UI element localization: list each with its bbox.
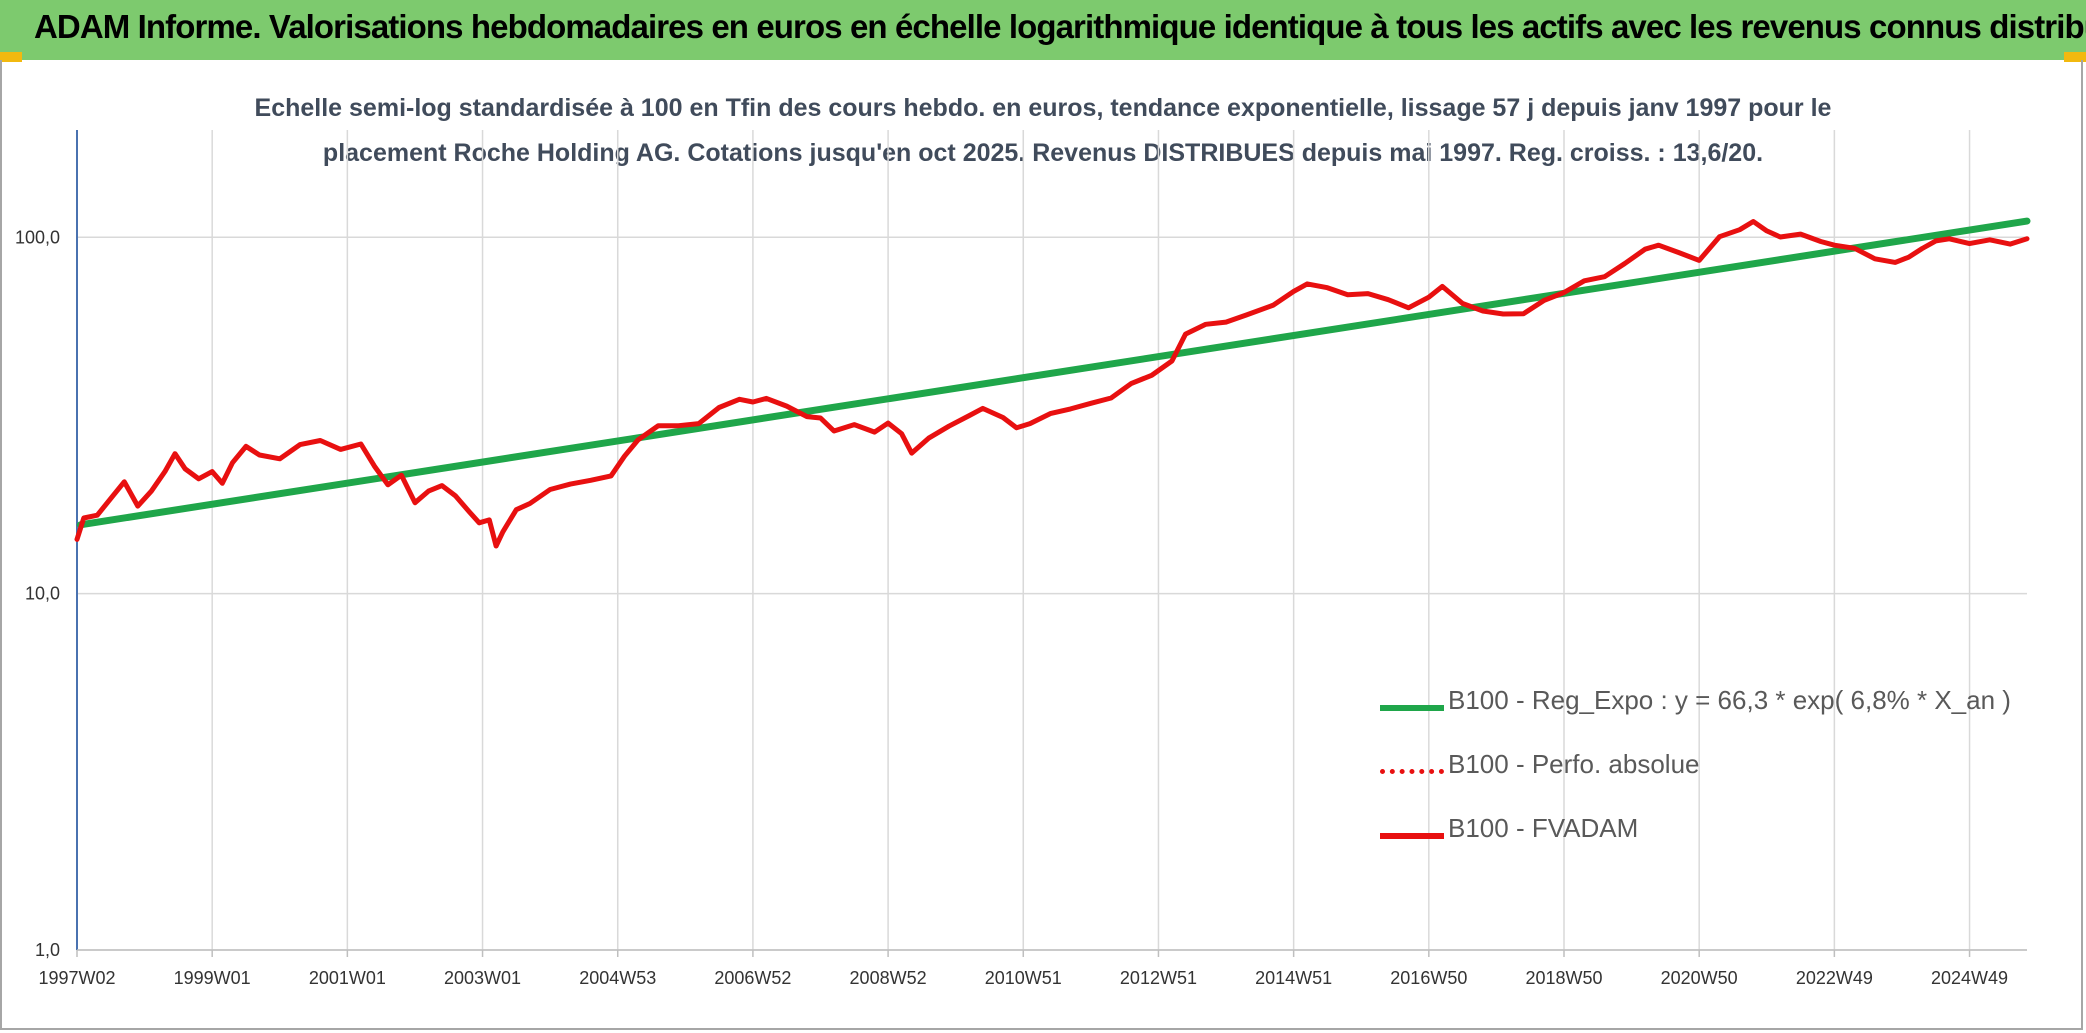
x-tick-label-11: 2018W50 [1525, 968, 1602, 988]
x-tick-label-8: 2012W51 [1120, 968, 1197, 988]
x-tick-label-1: 1999W01 [174, 968, 251, 988]
series-line-2 [74, 219, 2030, 549]
x-tick-label-9: 2014W51 [1255, 968, 1332, 988]
legend-label-reg-expo: B100 - Reg_Expo : y = 66,3 * exp( 6,8% *… [1448, 685, 2011, 715]
header-bar: ADAM Informe. Valorisations hebdomadaire… [0, 0, 2086, 60]
series-line-0 [76, 217, 2031, 529]
legend-swatch-perfo-absolue [1380, 769, 1444, 774]
axes [76, 130, 2027, 957]
x-tick-label-6: 2008W52 [850, 968, 927, 988]
chart-title: Echelle semi-log standardisée à 100 en T… [0, 86, 2086, 176]
x-tick-label-3: 2003W01 [444, 968, 521, 988]
x-tick-label-12: 2020W50 [1661, 968, 1738, 988]
grid [77, 130, 2027, 951]
x-tick-label-13: 2022W49 [1796, 968, 1873, 988]
x-tick-label-14: 2024W49 [1931, 968, 2008, 988]
x-tick-label-0: 1997W02 [38, 968, 115, 988]
series-layer [74, 217, 2031, 549]
chart-title-line-1: Echelle semi-log standardisée à 100 en T… [254, 94, 1832, 122]
y-tick-label-1: 10,0 [25, 584, 60, 604]
page-title: ADAM Informe. Valorisations hebdomadaire… [34, 8, 2086, 45]
x-tick-label-2: 2001W01 [309, 968, 386, 988]
x-tick-label-5: 2006W52 [714, 968, 791, 988]
tick-labels: 1,0 10,0 100,0 1997W02 1999W01 2001W01 2003W01… [15, 227, 2008, 988]
chart-frame [0, 60, 2083, 1030]
x-tick-label-4: 2004W53 [579, 968, 656, 988]
x-tick-label-10: 2016W50 [1390, 968, 1467, 988]
legend-label-perfo-absolue: B100 - Perfo. absolue [1448, 749, 1700, 779]
legend-swatch-reg-expo [1380, 705, 1444, 711]
y-tick-label-2: 100,0 [15, 227, 60, 247]
corner-accent-right [2064, 52, 2086, 62]
x-tick-label-7: 2010W51 [985, 968, 1062, 988]
y-tick-label-0: 1,0 [35, 940, 60, 960]
corner-accent-left [0, 52, 22, 62]
chart-title-line-2: placement Roche Holding AG. Cotations ju… [322, 139, 1764, 167]
legend-label-fvadam: B100 - FVADAM [1448, 813, 1639, 843]
legend-swatch-fvadam [1380, 833, 1444, 839]
